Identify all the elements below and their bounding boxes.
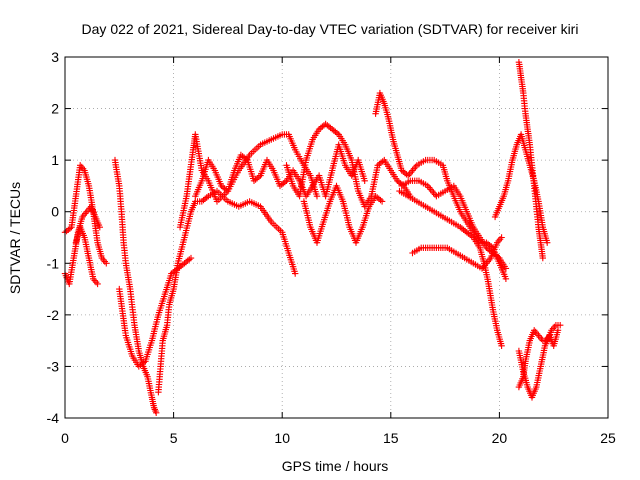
data-point: [539, 254, 546, 262]
series-track-10: [300, 182, 386, 246]
series-track-18: [515, 327, 562, 401]
y-tick-label: -1: [47, 255, 60, 271]
data-point: [313, 193, 321, 200]
x-tick-label: 10: [274, 430, 290, 446]
x-tick-labels: 0 5 10 15 20 25: [61, 430, 616, 446]
data-point: [187, 254, 195, 262]
data-points: [61, 59, 564, 416]
y-tick-label: 2: [51, 101, 59, 117]
x-tick-label: 25: [600, 430, 616, 446]
data-point: [153, 409, 160, 416]
series-track-5: [116, 254, 195, 370]
y-tick-label: 0: [51, 204, 59, 220]
x-tick-label: 20: [492, 430, 508, 446]
data-point: [94, 280, 101, 288]
data-point: [557, 322, 564, 329]
series-track-16: [515, 59, 546, 262]
y-tick-label: -2: [47, 307, 60, 323]
series-track-12: [396, 187, 505, 349]
data-point: [103, 260, 110, 267]
data-point: [361, 177, 368, 184]
x-tick-label: 15: [383, 430, 399, 446]
series-track-4: [111, 156, 160, 416]
y-axis-title: SDTVAR / TECUs: [7, 182, 23, 294]
data-point: [96, 224, 103, 231]
data-point: [378, 198, 386, 205]
data-point: [502, 265, 510, 272]
series-track-11: [372, 89, 510, 282]
y-tick-labels: -4 -3 -2 -1 0 1 2 3: [47, 49, 60, 426]
plot-frame: [64, 56, 609, 419]
series-track-13: [398, 177, 510, 272]
data-point: [502, 275, 510, 282]
series-track-6: [155, 187, 299, 396]
y-tick-label: -3: [47, 358, 60, 374]
x-axis-title: GPS time / hours: [282, 458, 389, 474]
y-tick-label: -4: [47, 410, 60, 426]
data-point: [498, 234, 505, 241]
data-point: [544, 239, 551, 246]
x-tick-label: 5: [170, 430, 178, 446]
y-tick-label: 1: [51, 152, 59, 168]
chart-title: Day 022 of 2021, Sidereal Day-to-day VTE…: [82, 21, 579, 37]
data-point: [292, 270, 299, 277]
data-point: [498, 342, 505, 349]
data-point: [554, 327, 562, 334]
x-tick-label: 0: [61, 430, 69, 446]
series-track-3: [72, 224, 101, 288]
series-track-15: [491, 131, 551, 246]
y-tick-label: 3: [51, 49, 59, 65]
series-track-14: [409, 234, 505, 272]
